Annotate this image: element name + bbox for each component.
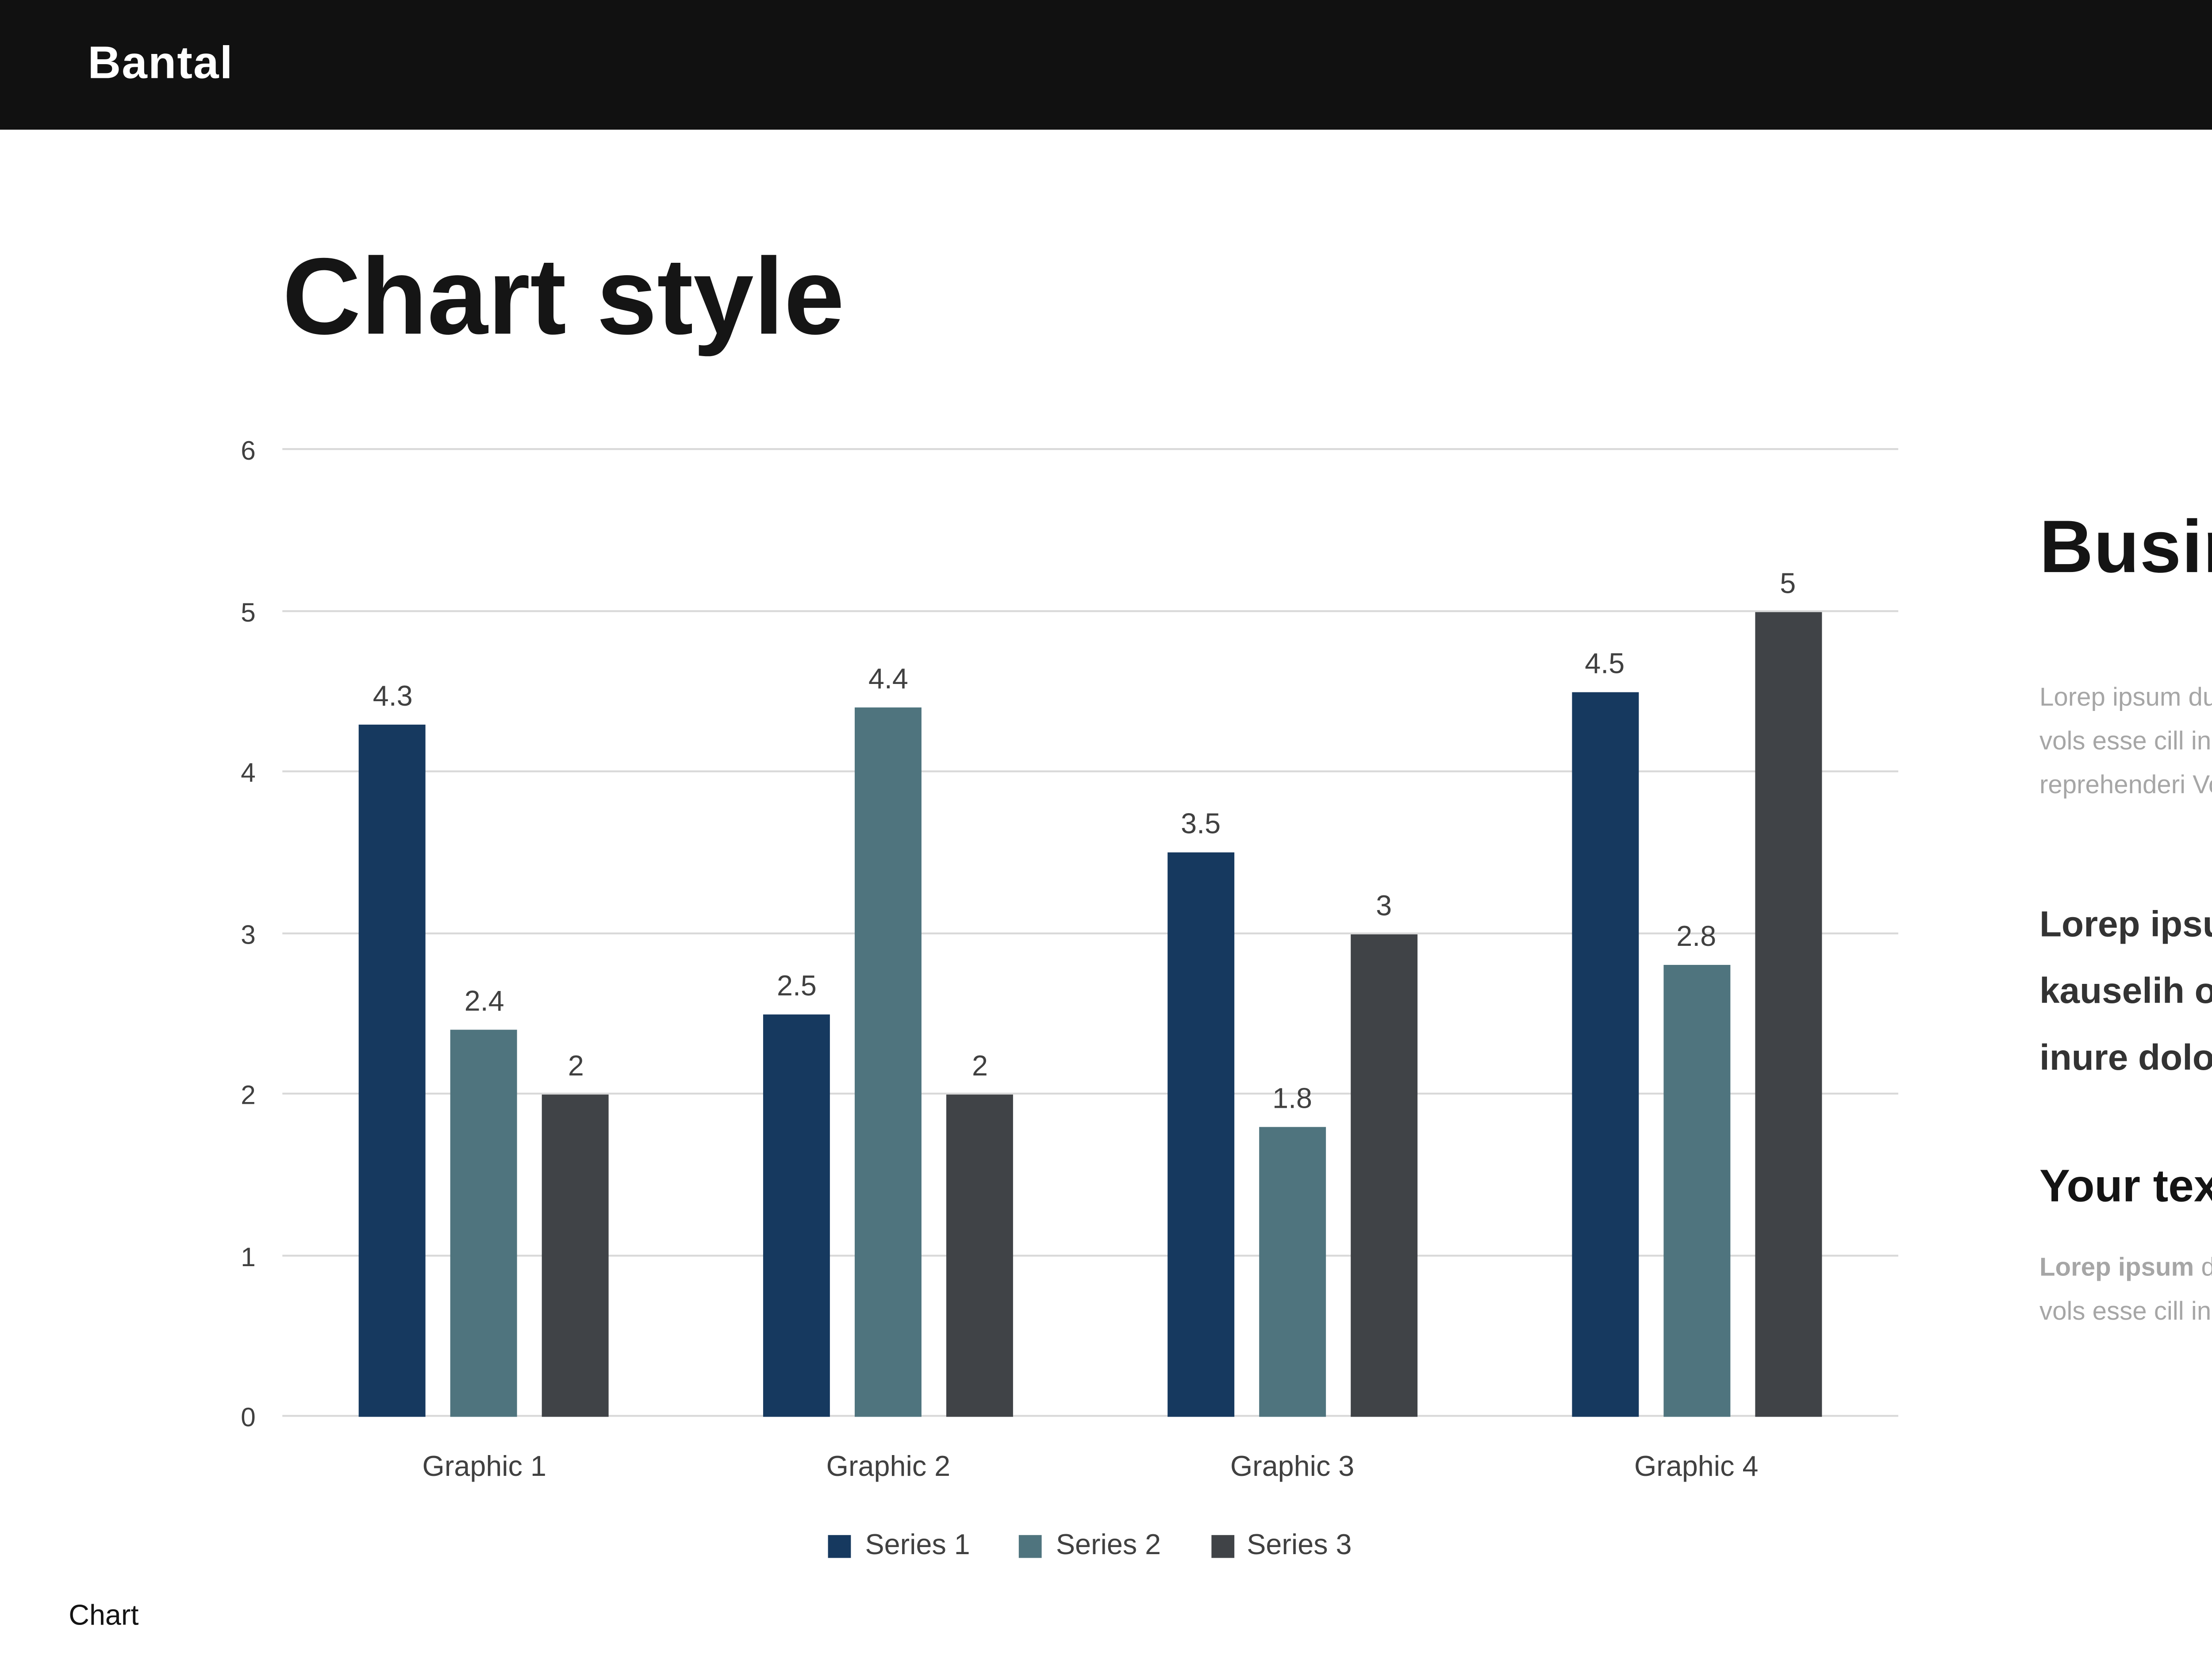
body-paragraph: Lorep ipsum duis aute irure dolor in kau… <box>2039 683 2212 800</box>
body-paragraph-2: Lorep ipsum duis aute irure dolor in kau… <box>2039 1245 2212 1334</box>
footer-section-label: Chart <box>69 1600 139 1632</box>
y-axis-tick-label: 6 <box>241 434 256 465</box>
section-heading: Business result <box>2039 507 2212 589</box>
brand-logo: Bantal <box>88 38 234 90</box>
bar-column: 3.5 <box>1167 450 1234 1417</box>
y-axis-tick-label: 2 <box>241 1079 256 1110</box>
bar-chart: 0 1 2 3 4 5 6 4.3 2.4 2 2.5 4.4 2 3.5 1.8 3 4.5 2.8 5 Gra… <box>200 435 1898 1562</box>
bar <box>946 1094 1014 1417</box>
bar <box>1167 853 1234 1417</box>
bar-value-label: 4.3 <box>373 680 413 713</box>
bar-column: 1.8 <box>1259 450 1326 1417</box>
y-axis-tick-label: 0 <box>241 1402 256 1432</box>
y-axis-tick-label: 1 <box>241 1240 256 1271</box>
bar-value-label: 2.4 <box>464 986 504 1019</box>
x-axis-category-label: Graphic 4 <box>1634 1451 1759 1484</box>
bar-value-label: 2.8 <box>1676 922 1717 954</box>
emphasis-paragraph: Lorep ipsum duis aute irure dolor inalis… <box>2039 905 2212 1079</box>
legend-label: Series 2 <box>1056 1529 1161 1562</box>
legend-swatch-icon <box>829 1534 852 1557</box>
bar-value-label: 1.8 <box>1272 1083 1313 1116</box>
right-column: Business result Lorep ipsum duis aute ir… <box>2039 507 2212 1334</box>
gridline <box>282 1254 1898 1256</box>
bar-column: 4.3 <box>359 450 426 1417</box>
bar-column: 4.5 <box>1571 450 1638 1417</box>
bar-column: 2 <box>542 450 610 1417</box>
bar-column: 4.4 <box>855 450 922 1417</box>
bar-group: 2.5 4.4 2 <box>686 450 1090 1417</box>
gridline <box>282 448 1898 450</box>
plot-area: 4.3 2.4 2 2.5 4.4 2 3.5 1.8 3 4.5 2.8 5 <box>282 448 1898 1417</box>
chart-legend: Series 1 Series 2 Series 3 <box>282 1529 1898 1562</box>
bar <box>1571 691 1638 1417</box>
y-axis-tick-label: 3 <box>241 918 256 949</box>
bar-value-label: 3 <box>1376 889 1392 922</box>
legend-label: Series 1 <box>865 1529 970 1562</box>
bar <box>451 1030 518 1417</box>
legend-label: Series 3 <box>1247 1529 1352 1562</box>
bar-groups: 4.3 2.4 2 2.5 4.4 2 3.5 1.8 3 4.5 2.8 5 <box>282 450 1898 1417</box>
bar-column: 2 <box>946 450 1014 1417</box>
bar <box>763 1014 830 1417</box>
legend-swatch-icon <box>1019 1534 1043 1557</box>
bar-value-label: 2 <box>568 1050 584 1083</box>
bar-value-label: 5 <box>1780 567 1796 600</box>
bar-column: 2.4 <box>451 450 518 1417</box>
bar-group: 3.5 1.8 3 <box>1091 450 1494 1417</box>
bar-value-label: 2 <box>972 1050 988 1083</box>
legend-swatch-icon <box>1210 1534 1234 1557</box>
legend-item: Series 2 <box>1019 1529 1161 1562</box>
bar-column: 5 <box>1754 450 1821 1417</box>
bar <box>359 724 426 1417</box>
gridline <box>282 609 1898 611</box>
bar-column: 2.5 <box>763 450 830 1417</box>
bar <box>1259 1127 1326 1417</box>
bar <box>1663 965 1730 1417</box>
bar-value-label: 4.4 <box>868 664 908 697</box>
x-axis-category-label: Graphic 3 <box>1230 1451 1355 1484</box>
x-axis: Graphic 1 Graphic 2 Graphic 3 Graphic 4 <box>200 1417 1898 1484</box>
chart-body: 0 1 2 3 4 5 6 4.3 2.4 2 2.5 4.4 2 3.5 1.8 3 4.5 2.8 5 <box>200 435 1898 1432</box>
bar <box>855 708 922 1417</box>
bar-value-label: 2.5 <box>776 970 817 1003</box>
lead-bold-text: Lorep ipsum <box>2039 1253 2194 1282</box>
y-axis-tick-label: 5 <box>241 595 256 626</box>
x-axis-category-label: Graphic 1 <box>422 1451 547 1484</box>
gridline <box>282 1415 1898 1417</box>
bar-value-label: 3.5 <box>1181 809 1221 841</box>
bar-column: 3 <box>1350 450 1417 1417</box>
lead-rest-text: duis aute irure dolor in kauselih oilue … <box>2039 1253 2212 1326</box>
bar <box>1754 611 1821 1417</box>
bar <box>1350 933 1417 1417</box>
legend-item: Series 1 <box>829 1529 970 1562</box>
x-axis-labels: Graphic 1 Graphic 2 Graphic 3 Graphic 4 <box>282 1417 1898 1484</box>
bar-value-label: 4.5 <box>1585 648 1625 680</box>
gridline <box>282 1092 1898 1095</box>
bar <box>542 1094 610 1417</box>
bar-group: 4.3 2.4 2 <box>282 450 686 1417</box>
x-axis-category-label: Graphic 2 <box>826 1451 951 1484</box>
y-axis: 0 1 2 3 4 5 6 <box>200 435 282 1432</box>
bar-column: 2.8 <box>1663 450 1730 1417</box>
y-axis-tick-label: 4 <box>241 757 256 788</box>
top-bar: Bantal <box>0 0 2212 130</box>
gridline <box>282 931 1898 933</box>
page-title: Chart style <box>282 236 845 359</box>
bar-group: 4.5 2.8 5 <box>1494 450 1898 1417</box>
legend-item: Series 3 <box>1210 1529 1352 1562</box>
gridline <box>282 770 1898 772</box>
subsection-heading: Your text <box>2039 1161 2212 1213</box>
